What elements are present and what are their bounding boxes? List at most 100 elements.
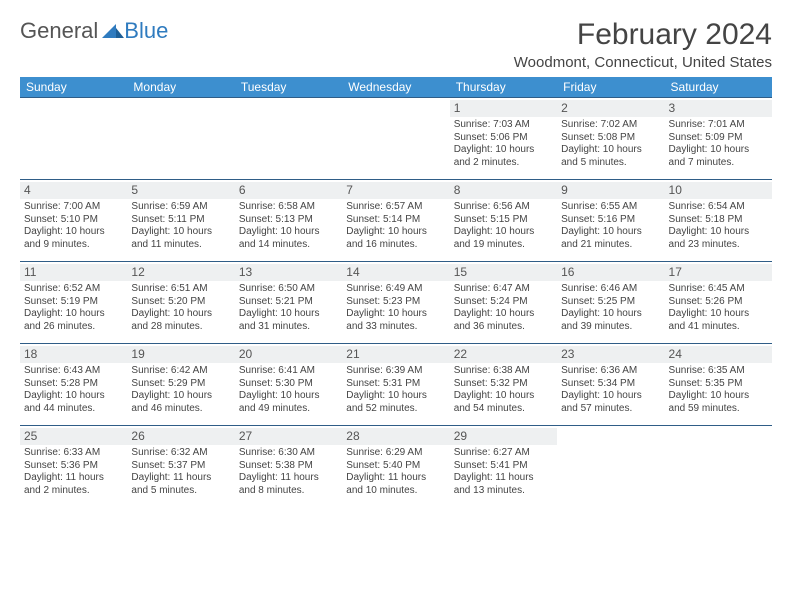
sunset-text: Sunset: 5:40 PM bbox=[346, 460, 445, 473]
day-number: 6 bbox=[235, 182, 342, 199]
sunset-text: Sunset: 5:41 PM bbox=[454, 460, 553, 473]
daylight-text: Daylight: 10 hours bbox=[346, 390, 445, 403]
daylight-text: and 7 minutes. bbox=[669, 157, 768, 170]
daylight-text: Daylight: 10 hours bbox=[669, 308, 768, 321]
calendar-day-cell: 7Sunrise: 6:57 AMSunset: 5:14 PMDaylight… bbox=[342, 180, 449, 262]
daylight-text: Daylight: 10 hours bbox=[561, 390, 660, 403]
calendar-day-cell bbox=[557, 426, 664, 508]
sunset-text: Sunset: 5:24 PM bbox=[454, 296, 553, 309]
calendar-day-cell bbox=[20, 98, 127, 180]
calendar-day-cell: 3Sunrise: 7:01 AMSunset: 5:09 PMDaylight… bbox=[665, 98, 772, 180]
calendar-day-cell: 22 Sunrise: 6:38 AMSunset: 5:32 PMDayligh… bbox=[450, 344, 557, 426]
sunrise-text: Sunrise: 6:54 AM bbox=[669, 201, 768, 214]
calendar-page: General Blue February 2024 Woodmont, Con… bbox=[0, 0, 792, 525]
daylight-text: Daylight: 10 hours bbox=[239, 308, 338, 321]
daylight-text: Daylight: 11 hours bbox=[454, 472, 553, 485]
daylight-text: and 8 minutes. bbox=[239, 485, 338, 498]
daylight-text: Daylight: 10 hours bbox=[669, 390, 768, 403]
daylight-text: Daylight: 10 hours bbox=[669, 226, 768, 239]
daylight-text: Daylight: 10 hours bbox=[561, 144, 660, 157]
calendar-day-cell: 13Sunrise: 6:50 AMSunset: 5:21 PMDayligh… bbox=[235, 262, 342, 344]
calendar-day-cell: 1Sunrise: 7:03 AMSunset: 5:06 PMDaylight… bbox=[450, 98, 557, 180]
calendar-day-cell: 15 Sunrise: 6:47 AMSunset: 5:24 PMDayligh… bbox=[450, 262, 557, 344]
calendar-body: 1Sunrise: 7:03 AMSunset: 5:06 PMDaylight… bbox=[20, 98, 772, 508]
calendar-day-cell bbox=[127, 98, 234, 180]
daylight-text: and 14 minutes. bbox=[239, 239, 338, 252]
daylight-text: and 21 minutes. bbox=[561, 239, 660, 252]
daylight-text: and 5 minutes. bbox=[131, 485, 230, 498]
daylight-text: Daylight: 10 hours bbox=[561, 226, 660, 239]
daylight-text: Daylight: 10 hours bbox=[24, 226, 123, 239]
sunset-text: Sunset: 5:32 PM bbox=[454, 378, 553, 391]
daylight-text: and 11 minutes. bbox=[131, 239, 230, 252]
sunset-text: Sunset: 5:26 PM bbox=[669, 296, 768, 309]
daylight-text: and 54 minutes. bbox=[454, 403, 553, 416]
sunrise-text: Sunrise: 6:47 AM bbox=[454, 283, 553, 296]
daylight-text: and 31 minutes. bbox=[239, 321, 338, 334]
calendar-week-row: 1Sunrise: 7:03 AMSunset: 5:06 PMDaylight… bbox=[20, 98, 772, 180]
logo-mark-icon bbox=[102, 18, 124, 44]
sunset-text: Sunset: 5:20 PM bbox=[131, 296, 230, 309]
calendar-day-cell: 26Sunrise: 6:32 AMSunset: 5:37 PMDayligh… bbox=[127, 426, 234, 508]
daylight-text: Daylight: 10 hours bbox=[454, 308, 553, 321]
sunrise-text: Sunrise: 7:02 AM bbox=[561, 119, 660, 132]
sunset-text: Sunset: 5:11 PM bbox=[131, 214, 230, 227]
day-number: 21 bbox=[342, 346, 449, 363]
sunset-text: Sunset: 5:31 PM bbox=[346, 378, 445, 391]
sunrise-text: Sunrise: 6:38 AM bbox=[454, 365, 553, 378]
day-number: 9 bbox=[557, 182, 664, 199]
sunrise-text: Sunrise: 6:52 AM bbox=[24, 283, 123, 296]
sunrise-text: Sunrise: 6:43 AM bbox=[24, 365, 123, 378]
calendar-week-row: 11Sunrise: 6:52 AMSunset: 5:19 PMDayligh… bbox=[20, 262, 772, 344]
sunrise-text: Sunrise: 7:00 AM bbox=[24, 201, 123, 214]
sunset-text: Sunset: 5:23 PM bbox=[346, 296, 445, 309]
sunrise-text: Sunrise: 7:03 AM bbox=[454, 119, 553, 132]
calendar-day-cell: 21Sunrise: 6:39 AMSunset: 5:31 PMDayligh… bbox=[342, 344, 449, 426]
sunset-text: Sunset: 5:14 PM bbox=[346, 214, 445, 227]
calendar-day-cell bbox=[342, 98, 449, 180]
day-number: 14 bbox=[342, 264, 449, 281]
calendar-day-cell: 24Sunrise: 6:35 AMSunset: 5:35 PMDayligh… bbox=[665, 344, 772, 426]
day-header: Friday bbox=[557, 77, 664, 98]
daylight-text: and 28 minutes. bbox=[131, 321, 230, 334]
sunset-text: Sunset: 5:38 PM bbox=[239, 460, 338, 473]
daylight-text: Daylight: 11 hours bbox=[346, 472, 445, 485]
daylight-text: and 46 minutes. bbox=[131, 403, 230, 416]
day-number: 15 bbox=[450, 264, 557, 281]
sunset-text: Sunset: 5:29 PM bbox=[131, 378, 230, 391]
calendar-day-cell: 17Sunrise: 6:45 AMSunset: 5:26 PMDayligh… bbox=[665, 262, 772, 344]
calendar-day-cell: 25Sunrise: 6:33 AMSunset: 5:36 PMDayligh… bbox=[20, 426, 127, 508]
sunrise-text: Sunrise: 6:49 AM bbox=[346, 283, 445, 296]
sunset-text: Sunset: 5:13 PM bbox=[239, 214, 338, 227]
day-number: 22 bbox=[450, 346, 557, 363]
daylight-text: and 26 minutes. bbox=[24, 321, 123, 334]
sunrise-text: Sunrise: 6:32 AM bbox=[131, 447, 230, 460]
daylight-text: and 41 minutes. bbox=[669, 321, 768, 334]
location: Woodmont, Connecticut, United States bbox=[514, 54, 772, 71]
daylight-text: and 33 minutes. bbox=[346, 321, 445, 334]
daylight-text: Daylight: 10 hours bbox=[346, 226, 445, 239]
sunset-text: Sunset: 5:28 PM bbox=[24, 378, 123, 391]
calendar-day-cell: 2Sunrise: 7:02 AMSunset: 5:08 PMDaylight… bbox=[557, 98, 664, 180]
sunrise-text: Sunrise: 6:33 AM bbox=[24, 447, 123, 460]
daylight-text: Daylight: 10 hours bbox=[346, 308, 445, 321]
daylight-text: Daylight: 10 hours bbox=[454, 390, 553, 403]
sunrise-text: Sunrise: 6:50 AM bbox=[239, 283, 338, 296]
day-number: 25 bbox=[20, 428, 127, 445]
day-header: Wednesday bbox=[342, 77, 449, 98]
calendar-day-cell: 19Sunrise: 6:42 AMSunset: 5:29 PMDayligh… bbox=[127, 344, 234, 426]
calendar-day-cell: 29Sunrise: 6:27 AMSunset: 5:41 PMDayligh… bbox=[450, 426, 557, 508]
day-number: 27 bbox=[235, 428, 342, 445]
calendar-day-cell: 16Sunrise: 6:46 AMSunset: 5:25 PMDayligh… bbox=[557, 262, 664, 344]
daylight-text: Daylight: 10 hours bbox=[239, 390, 338, 403]
day-number: 29 bbox=[450, 428, 557, 445]
day-number: 11 bbox=[20, 264, 127, 281]
daylight-text: Daylight: 11 hours bbox=[24, 472, 123, 485]
day-number: 3 bbox=[665, 100, 772, 117]
daylight-text: and 59 minutes. bbox=[669, 403, 768, 416]
daylight-text: and 52 minutes. bbox=[346, 403, 445, 416]
sunrise-text: Sunrise: 6:35 AM bbox=[669, 365, 768, 378]
sunrise-text: Sunrise: 7:01 AM bbox=[669, 119, 768, 132]
calendar-table: SundayMondayTuesdayWednesdayThursdayFrid… bbox=[20, 77, 772, 507]
day-number: 2 bbox=[557, 100, 664, 117]
